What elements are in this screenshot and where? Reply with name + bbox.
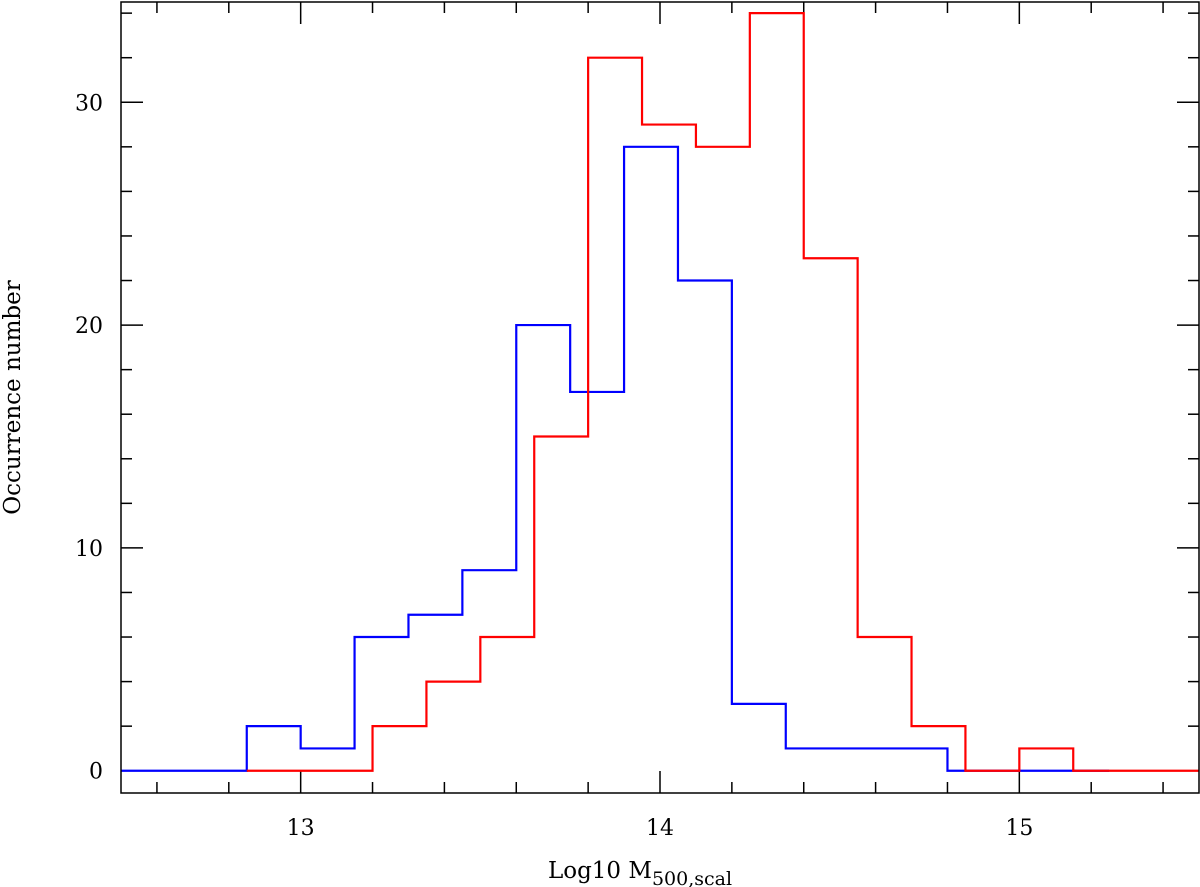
- y-tick-label: 20: [75, 314, 103, 339]
- x-tick-label: 15: [1005, 816, 1033, 841]
- y-tick-label: 0: [89, 760, 103, 785]
- red-histogram-series: [246, 12, 1199, 772]
- x-tick-label: 13: [287, 816, 315, 841]
- y-tick-label: 30: [75, 91, 103, 116]
- histogram-series: [121, 12, 1199, 772]
- y-axis-title: Occurrence number: [0, 280, 26, 514]
- plot-frame: [120, 1, 1200, 794]
- tick-labels: 13 14 15 0 10 20 30: [75, 91, 1033, 841]
- x-axis-title: Log10 M500,scal: [548, 858, 732, 887]
- blue-histogram-series: [121, 145, 1110, 772]
- x-axis-title-main: Log10 M: [548, 858, 652, 884]
- axis-ticks: [121, 2, 1199, 793]
- x-axis-title-subscript: 500,scal: [652, 868, 732, 887]
- x-tick-label: 14: [646, 816, 674, 841]
- y-tick-label: 10: [75, 537, 103, 562]
